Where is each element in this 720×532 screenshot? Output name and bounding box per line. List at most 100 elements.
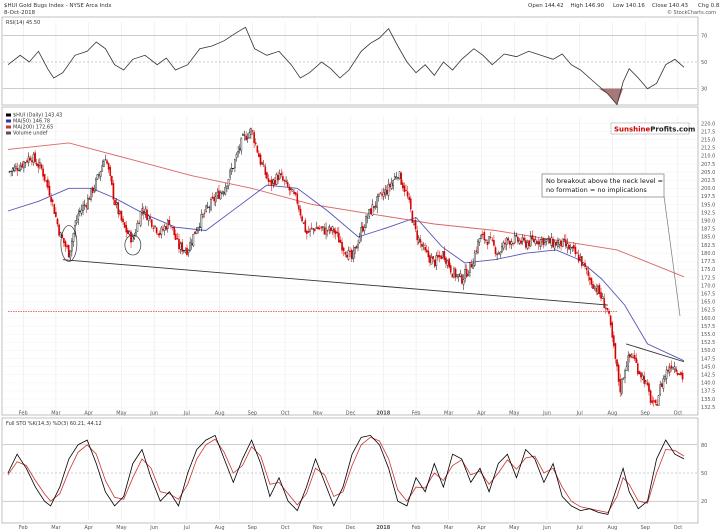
candle-body	[151, 219, 153, 227]
candle-body	[178, 238, 180, 250]
price-y-axis: 220.0 217.5 215.0 212.5 210.0 207.5 205.0 202.5…	[701, 121, 715, 411]
candle-body	[115, 202, 118, 205]
candle-body	[130, 231, 132, 243]
candle-body	[454, 268, 457, 278]
candle-body	[467, 273, 470, 276]
candle-body	[179, 243, 182, 250]
candle-body	[224, 186, 227, 195]
candle-body	[603, 298, 606, 309]
candle-body	[451, 273, 454, 278]
candle-body	[77, 213, 80, 220]
candle-body	[18, 169, 20, 171]
candle-body	[187, 250, 190, 253]
candle-body	[146, 209, 148, 221]
candle-body	[74, 225, 76, 234]
candle-body	[390, 182, 393, 189]
y-tick-label: 167.5	[701, 291, 715, 297]
candle-body	[437, 255, 439, 258]
candle-body	[616, 359, 618, 367]
candle-body	[590, 278, 593, 285]
candle-body	[501, 246, 503, 253]
candle-body	[371, 204, 374, 216]
candle-body	[660, 383, 663, 387]
candle-body	[358, 236, 361, 243]
candle-body	[531, 235, 534, 240]
candle-body	[318, 228, 321, 230]
sto-level-label: 50	[701, 471, 707, 477]
candle-body	[630, 354, 633, 357]
candle-body	[414, 220, 417, 230]
candle-body	[438, 255, 441, 257]
candle-body	[259, 154, 262, 165]
candle-body	[483, 232, 486, 241]
candle-body	[368, 209, 371, 217]
candle-body	[489, 237, 492, 239]
candle-body	[197, 227, 199, 231]
candle-body	[192, 233, 195, 247]
y-tick-label: 175.0	[701, 267, 715, 273]
candle-body	[266, 172, 268, 179]
candle-body	[403, 185, 406, 192]
x-label: Oct	[674, 411, 683, 417]
candle-body	[649, 390, 652, 403]
candle-body	[611, 322, 614, 338]
candle-body	[58, 224, 60, 236]
candle-body	[614, 343, 617, 359]
candle-body	[99, 171, 102, 177]
sto-d-line	[7, 436, 685, 513]
candle-body	[656, 403, 658, 406]
x-label: Dec	[346, 525, 356, 531]
candle-body	[245, 135, 247, 141]
x-label: Jun	[542, 411, 551, 417]
candle-body	[592, 284, 594, 289]
y-tick-label: 135.0	[701, 397, 715, 403]
candle-body	[499, 251, 502, 256]
candle-body	[138, 222, 140, 224]
x-label: Jul	[576, 411, 583, 417]
y-tick-label: 202.5	[701, 178, 715, 184]
candle-body	[32, 154, 35, 163]
x-label: Apr	[84, 411, 94, 417]
candle-body	[29, 157, 32, 161]
candle-body	[274, 180, 276, 185]
candle-body	[250, 128, 252, 135]
annotation-line-2: no formation = no implications	[546, 186, 647, 194]
y-tick-label: 210.0	[701, 154, 715, 160]
candle-body	[243, 134, 246, 136]
candle-body	[59, 232, 62, 238]
x-label: Dec	[346, 411, 356, 417]
candle-body	[424, 247, 426, 251]
candle-body	[502, 242, 505, 249]
x-label: Mar	[51, 525, 61, 531]
candle-body	[373, 206, 375, 209]
y-tick-label: 215.0	[701, 137, 715, 143]
candle-body	[75, 220, 78, 224]
candle-body	[182, 249, 185, 251]
candle-body	[67, 244, 70, 258]
candle-body	[523, 238, 526, 241]
y-tick-label: 145.0	[701, 364, 715, 370]
rsi-oversold-fill	[598, 88, 624, 105]
candle-body	[488, 236, 490, 244]
candle-body	[315, 227, 318, 229]
candle-body	[200, 214, 203, 228]
candle-body	[397, 177, 399, 179]
candle-body	[456, 274, 458, 277]
candle-body	[162, 229, 164, 231]
candle-body	[230, 168, 233, 172]
candle-body	[617, 364, 620, 382]
sto-legend: Full STO %K(14,3) %D(3) 60.21, 44.12	[6, 421, 102, 427]
legend-entry: MA(200) 172.65	[13, 125, 53, 131]
candle-body	[478, 238, 481, 243]
y-tick-label: 137.5	[701, 389, 715, 395]
candle-body	[544, 239, 546, 243]
candle-body	[676, 372, 679, 375]
legend-swatch	[6, 131, 11, 135]
candle-body	[533, 238, 535, 242]
candle-body	[541, 239, 543, 243]
candle-body	[461, 274, 463, 284]
candle-body	[528, 240, 530, 247]
candle-body	[109, 166, 112, 176]
candle-body	[64, 241, 67, 247]
